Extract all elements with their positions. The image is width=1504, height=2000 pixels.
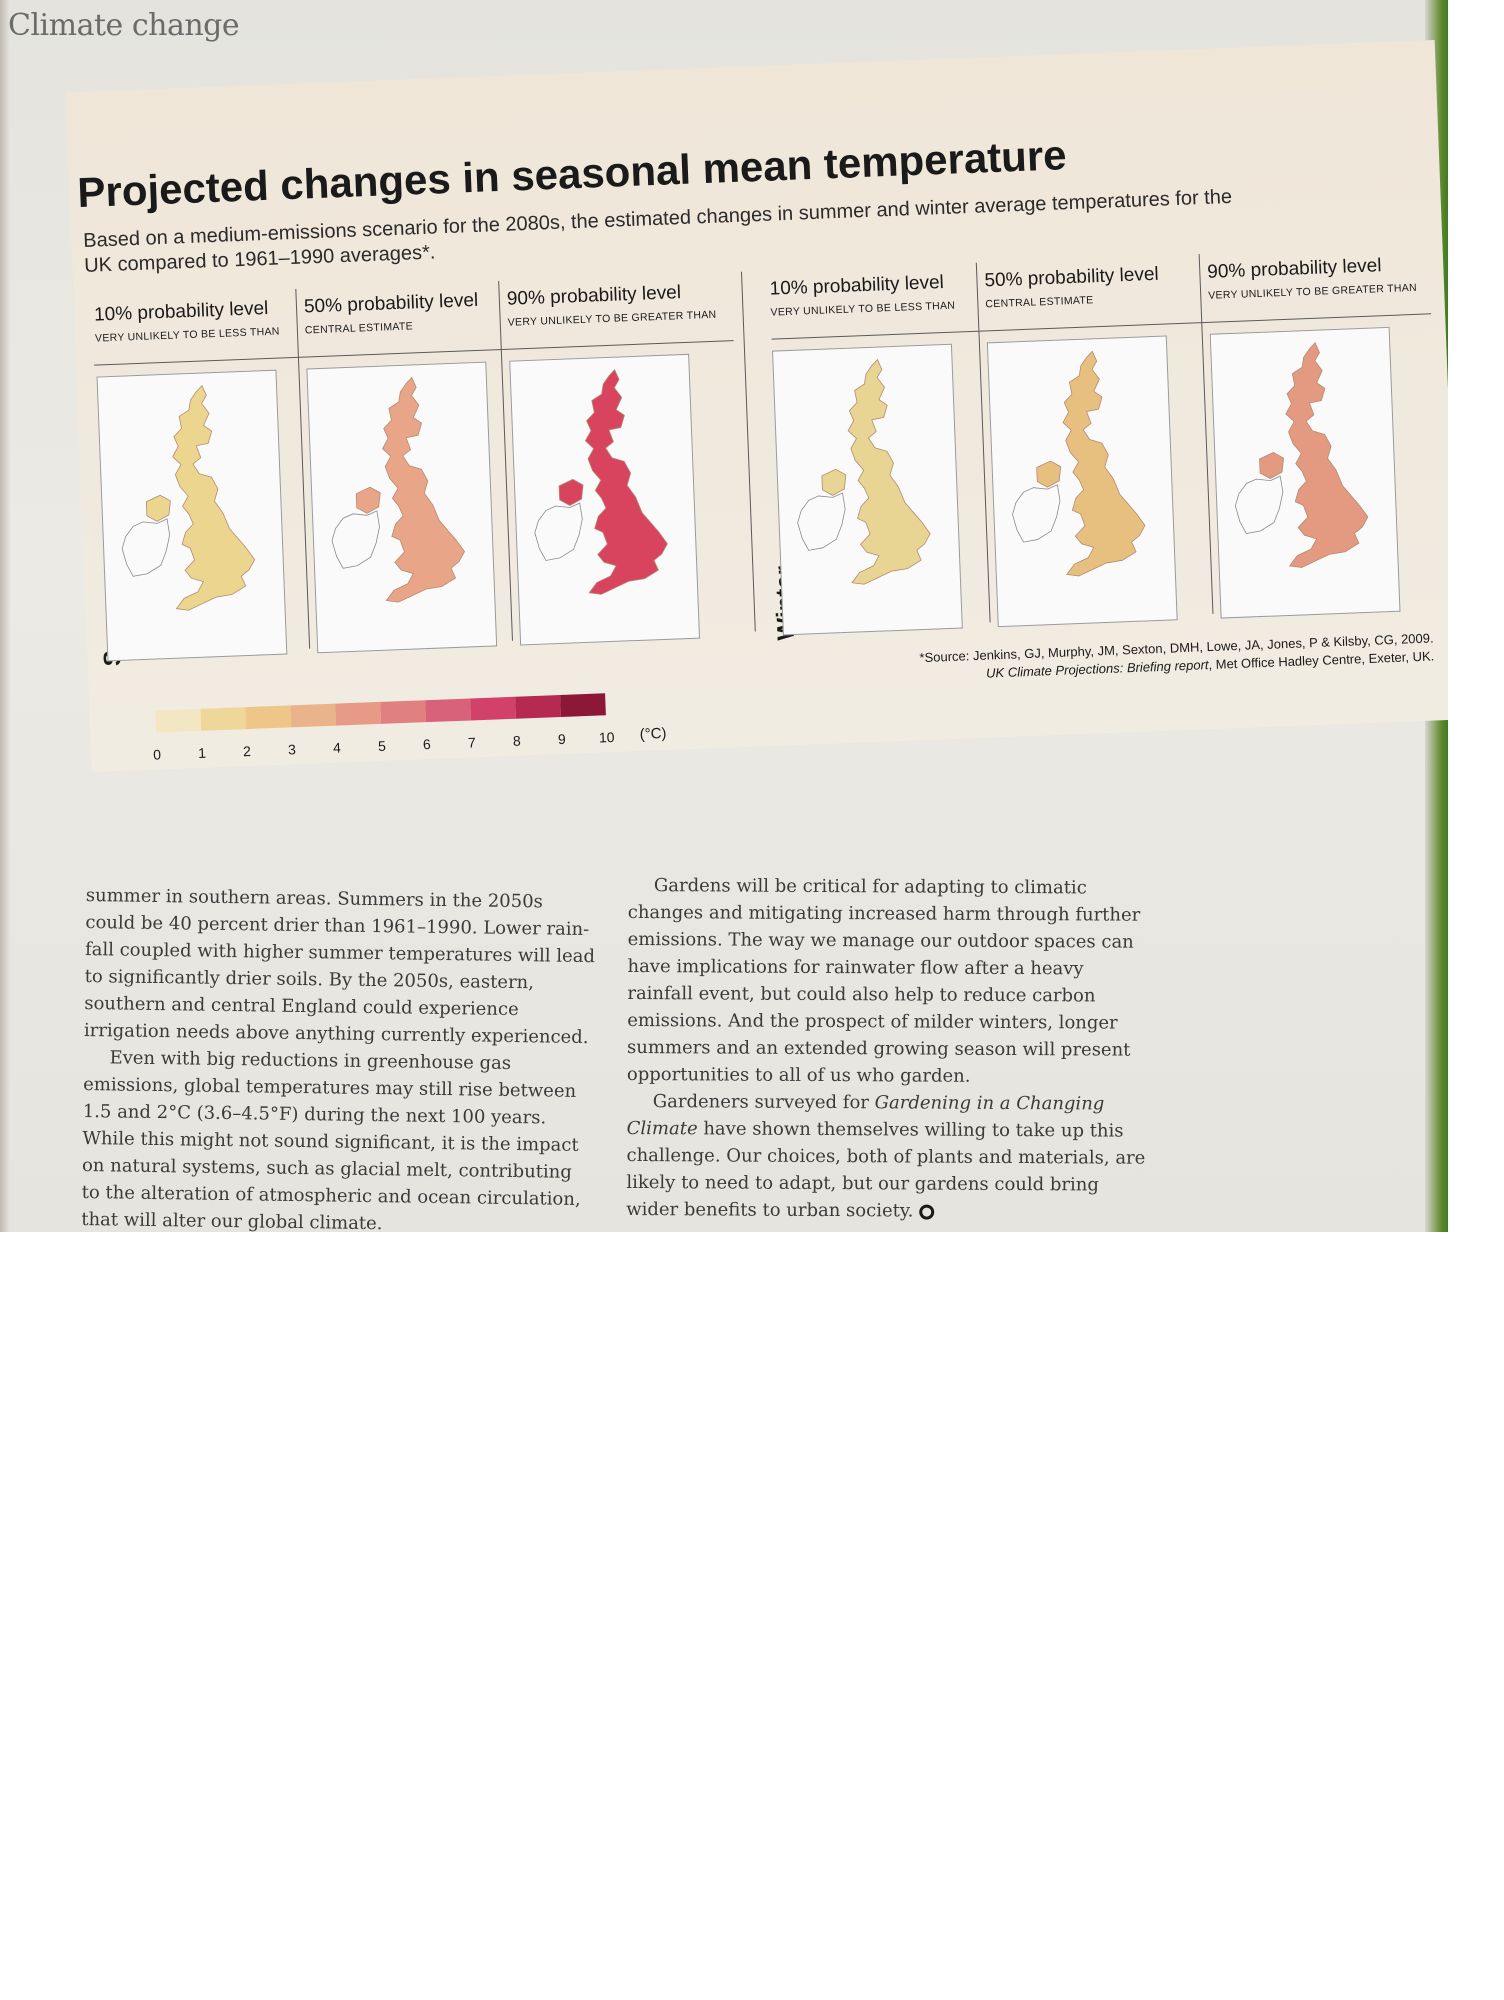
scale-tick-label: 8 bbox=[512, 732, 522, 749]
scale-swatch bbox=[380, 700, 427, 724]
scale-tick-label: 0 bbox=[152, 746, 162, 763]
uk-map-graphic bbox=[331, 376, 465, 603]
background-strip bbox=[1448, 0, 1504, 1232]
end-of-article-icon bbox=[919, 1204, 935, 1220]
uk-map-winter-50 bbox=[986, 335, 1178, 628]
scale-swatch bbox=[470, 696, 516, 721]
scale-tick-label: 5 bbox=[377, 737, 387, 755]
scale-tick-label: 7 bbox=[467, 734, 477, 751]
scale-tick-label: 4 bbox=[332, 739, 342, 756]
scale-swatch bbox=[560, 693, 606, 717]
scale-tick-label: 9 bbox=[557, 730, 566, 748]
article-paragraph: Even with big reductions in greenhouse g… bbox=[81, 1047, 581, 1232]
page-photo: Climate change Projected changes in seas… bbox=[0, 0, 1448, 1232]
article-paragraph: Gardens will be critical for adapting to… bbox=[626, 875, 1141, 1087]
scale-swatch bbox=[245, 705, 292, 730]
article-paragraph: Gardeners surveyed for Gardening in a Ch… bbox=[626, 1088, 1152, 1226]
uk-map-winter-90 bbox=[1209, 326, 1401, 619]
scale-tick-label: 1 bbox=[197, 744, 207, 761]
scale-tick-label: 6 bbox=[422, 736, 432, 753]
article-left-column: summer in southern areas. Summers in the… bbox=[81, 882, 596, 1232]
uk-map-graphic bbox=[1012, 350, 1146, 577]
article-right-column: Gardens will be critical for adapting to… bbox=[626, 872, 1153, 1226]
uk-map-summer-90 bbox=[509, 353, 701, 646]
scale-tick-label: 3 bbox=[287, 741, 297, 758]
scale-tick-label: 10 bbox=[598, 728, 615, 746]
scale-swatch bbox=[155, 708, 202, 733]
scale-unit: (°C) bbox=[639, 724, 667, 743]
article-text: Gardeners surveyed for bbox=[652, 1091, 875, 1114]
uk-map-graphic bbox=[534, 368, 668, 595]
page-left-edge bbox=[0, 0, 10, 1232]
scale-swatch bbox=[290, 703, 337, 728]
uk-map-graphic bbox=[797, 358, 931, 585]
scale-swatch bbox=[335, 701, 382, 726]
uk-map-graphic bbox=[121, 384, 256, 611]
scale-swatch bbox=[515, 695, 561, 719]
figure-rotated-layer: Projected changes in seasonal mean tempe… bbox=[0, 0, 1448, 799]
uk-map-summer-50 bbox=[306, 361, 498, 654]
article-text: have shown themselves willing to take up… bbox=[626, 1118, 1146, 1222]
uk-map-winter-10 bbox=[772, 343, 963, 636]
uk-map-graphic bbox=[1234, 342, 1369, 568]
scale-swatch bbox=[200, 707, 247, 731]
scale-tick-label: 2 bbox=[242, 742, 252, 760]
uk-map-summer-10 bbox=[96, 369, 288, 662]
article-paragraph: summer in southern areas. Summers in the… bbox=[83, 884, 596, 1049]
scale-swatch bbox=[425, 698, 472, 723]
running-head: Climate change bbox=[8, 8, 240, 43]
